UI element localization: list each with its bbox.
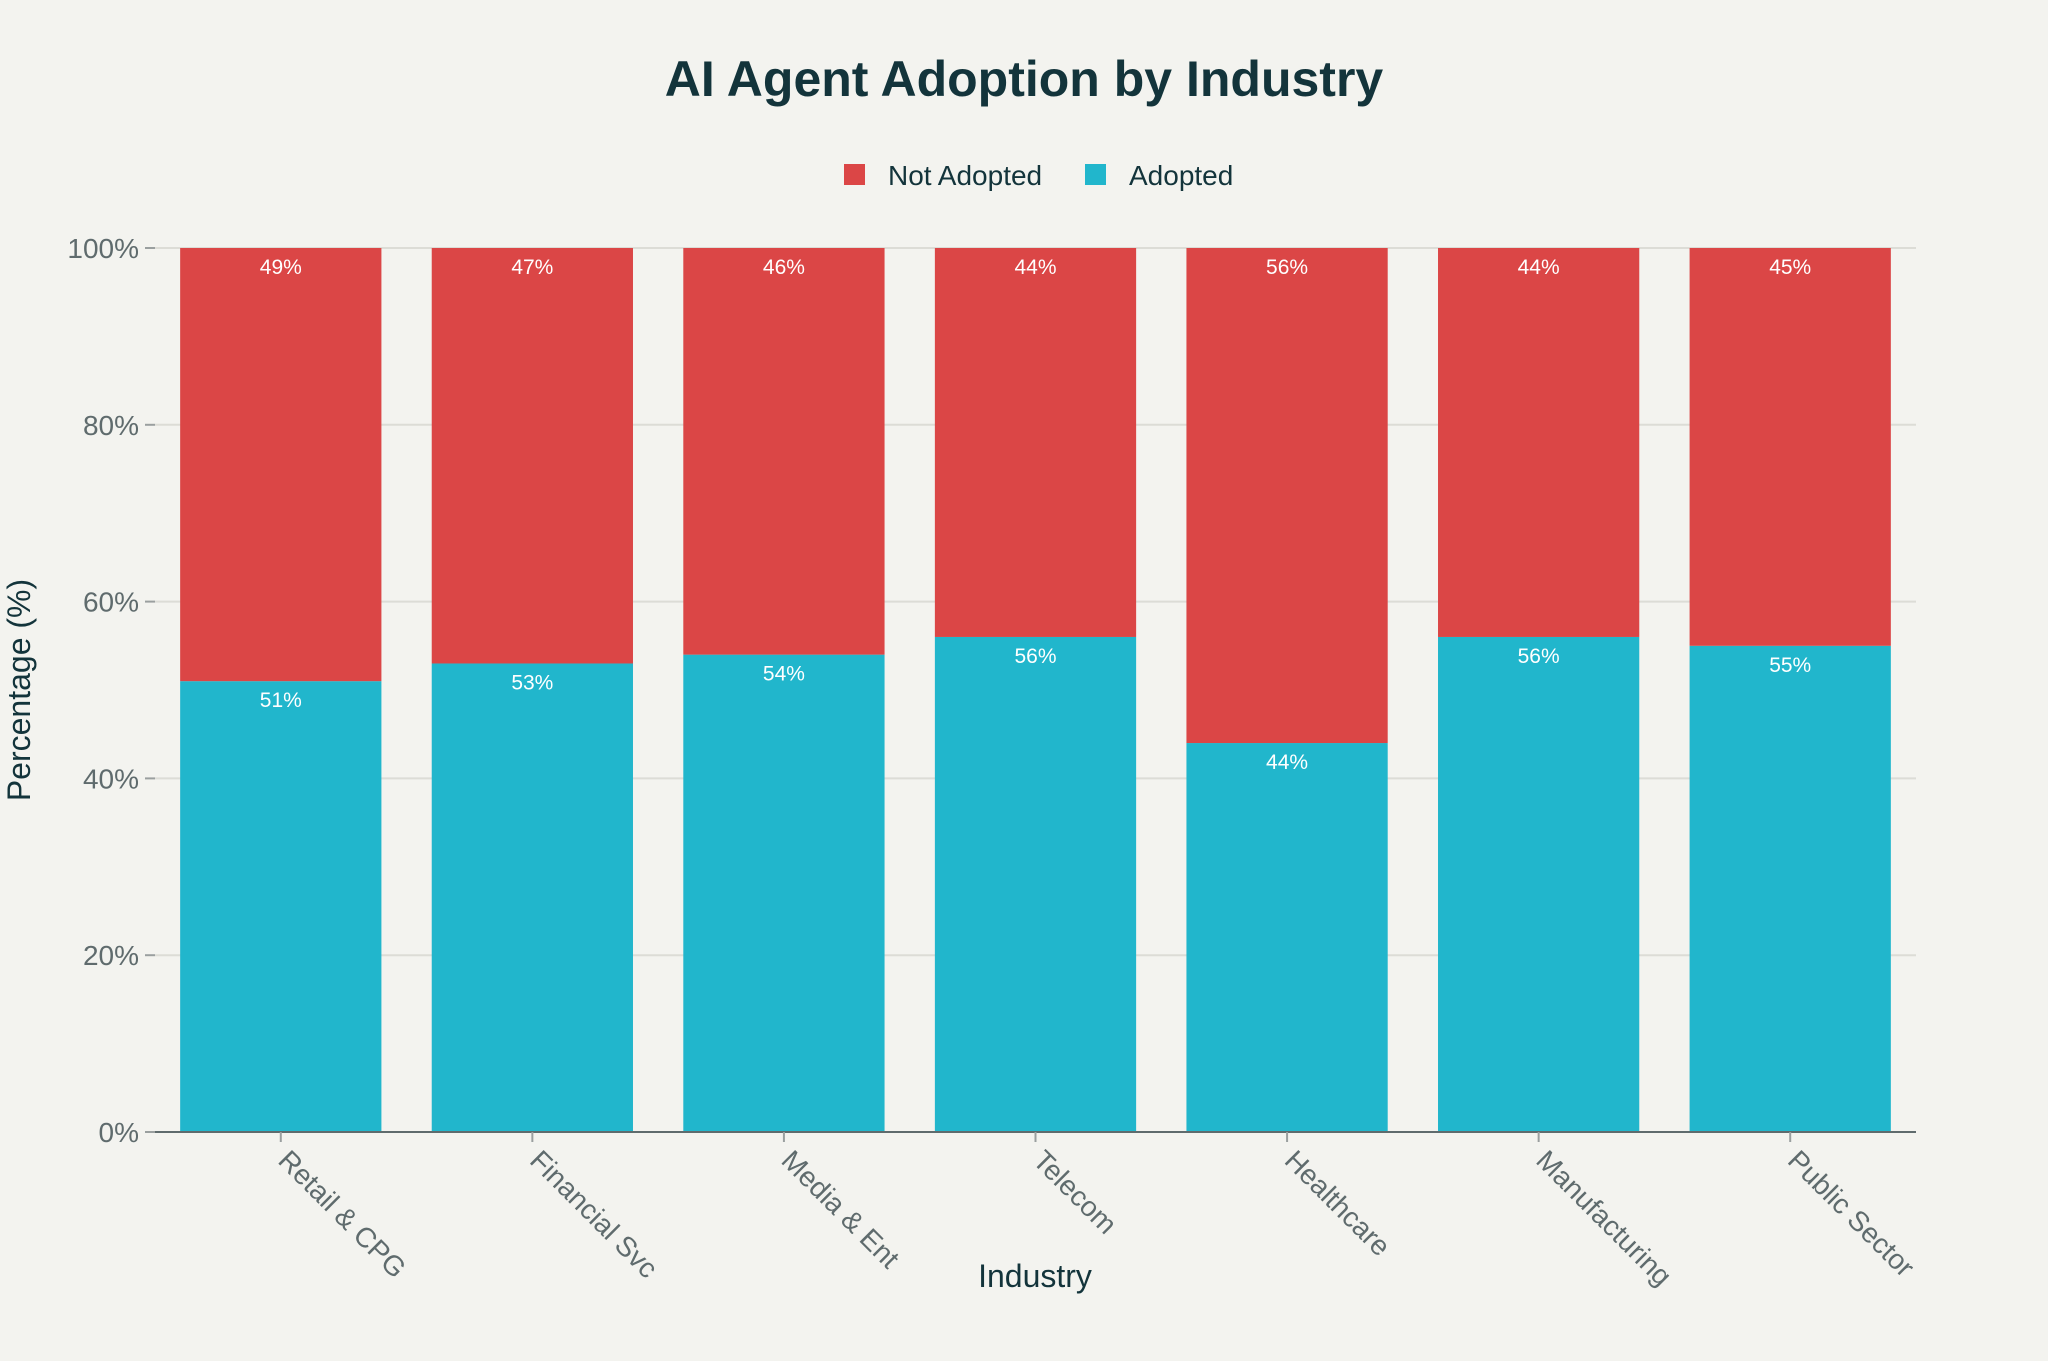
legend-swatch xyxy=(844,164,865,185)
x-tick-label: Public Sector xyxy=(1782,1144,1921,1283)
y-axis-ticks: 0% 20% 40% 60% 80% 100% xyxy=(67,233,155,1148)
y-tick-label: 40% xyxy=(83,763,139,794)
y-tick-label: 80% xyxy=(83,410,139,441)
bar-not-adopted xyxy=(1186,248,1388,744)
x-tick-label: Healthcare xyxy=(1279,1144,1397,1262)
bar-not-adopted xyxy=(431,248,633,664)
y-axis-title: Percentage (%) xyxy=(1,579,37,801)
bar-data-label: 56% xyxy=(1518,645,1560,668)
bars: 51% 49% 53% 47% 54% 46% 56% 44% 44% 56% 56% 44% 55% 4… xyxy=(180,248,1891,1132)
bar-adopted xyxy=(1186,743,1388,1132)
bar-data-label: 56% xyxy=(1266,256,1308,279)
bar-data-label: 56% xyxy=(1014,645,1056,668)
bar-adopted xyxy=(683,654,885,1132)
x-tick-label: Telecom xyxy=(1027,1144,1123,1240)
y-tick-label: 0% xyxy=(99,1117,139,1148)
bar-data-label: 51% xyxy=(260,689,302,712)
bar-data-label: 47% xyxy=(511,256,553,279)
legend-swatch xyxy=(1085,164,1106,185)
x-tick-label: Retail & CPG xyxy=(273,1144,413,1284)
y-tick-label: 60% xyxy=(83,587,139,618)
bar-data-label: 45% xyxy=(1769,256,1811,279)
bar-not-adopted xyxy=(934,248,1137,637)
bar-not-adopted xyxy=(1689,248,1891,646)
chart-title: AI Agent Adoption by Industry xyxy=(665,51,1384,107)
x-axis-ticks: Retail & CPG Financial Svc Media & Ent Tele… xyxy=(273,1132,1921,1292)
legend: Not Adopted Adopted xyxy=(844,160,1233,191)
x-tick-label: Financial Svc xyxy=(524,1144,664,1284)
bar-adopted xyxy=(1689,645,1891,1132)
bar-not-adopted xyxy=(180,248,382,682)
bar-adopted xyxy=(180,681,382,1132)
bar-data-label: 54% xyxy=(763,663,805,686)
bar-adopted xyxy=(934,636,1137,1132)
x-tick-label: Manufacturing xyxy=(1530,1144,1677,1291)
bar-not-adopted xyxy=(683,248,885,655)
bar-data-label: 55% xyxy=(1769,654,1811,677)
bar-data-label: 44% xyxy=(1014,256,1056,279)
y-tick-label: 20% xyxy=(83,940,139,971)
bar-data-label: 44% xyxy=(1266,751,1308,774)
bar-data-label: 44% xyxy=(1518,256,1560,279)
x-tick-label: Media & Ent xyxy=(776,1144,906,1274)
legend-label: Not Adopted xyxy=(888,160,1042,191)
bar-data-label: 49% xyxy=(260,256,302,279)
bar-adopted xyxy=(1438,636,1640,1132)
bar-adopted xyxy=(431,663,633,1132)
bar-not-adopted xyxy=(1438,248,1640,637)
bar-data-label: 46% xyxy=(763,256,805,279)
legend-label: Adopted xyxy=(1129,160,1233,191)
y-tick-label: 100% xyxy=(67,233,139,264)
x-axis-title: Industry xyxy=(978,1258,1092,1294)
bar-data-label: 53% xyxy=(511,671,553,694)
